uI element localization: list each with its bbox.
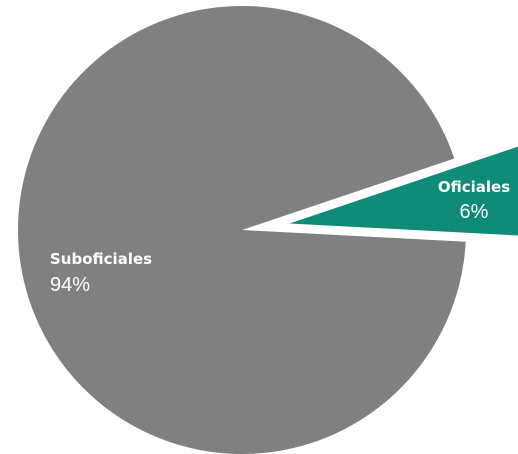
slice-value-suboficiales: 94%: [50, 274, 90, 296]
pie-slice-oficiales: [289, 146, 518, 236]
slice-label-oficiales: Oficiales: [438, 178, 510, 196]
pie-slice-suboficiales: [17, 5, 466, 454]
slice-value-oficiales: 6%: [460, 201, 489, 223]
slice-label-suboficiales: Suboficiales: [50, 250, 152, 268]
